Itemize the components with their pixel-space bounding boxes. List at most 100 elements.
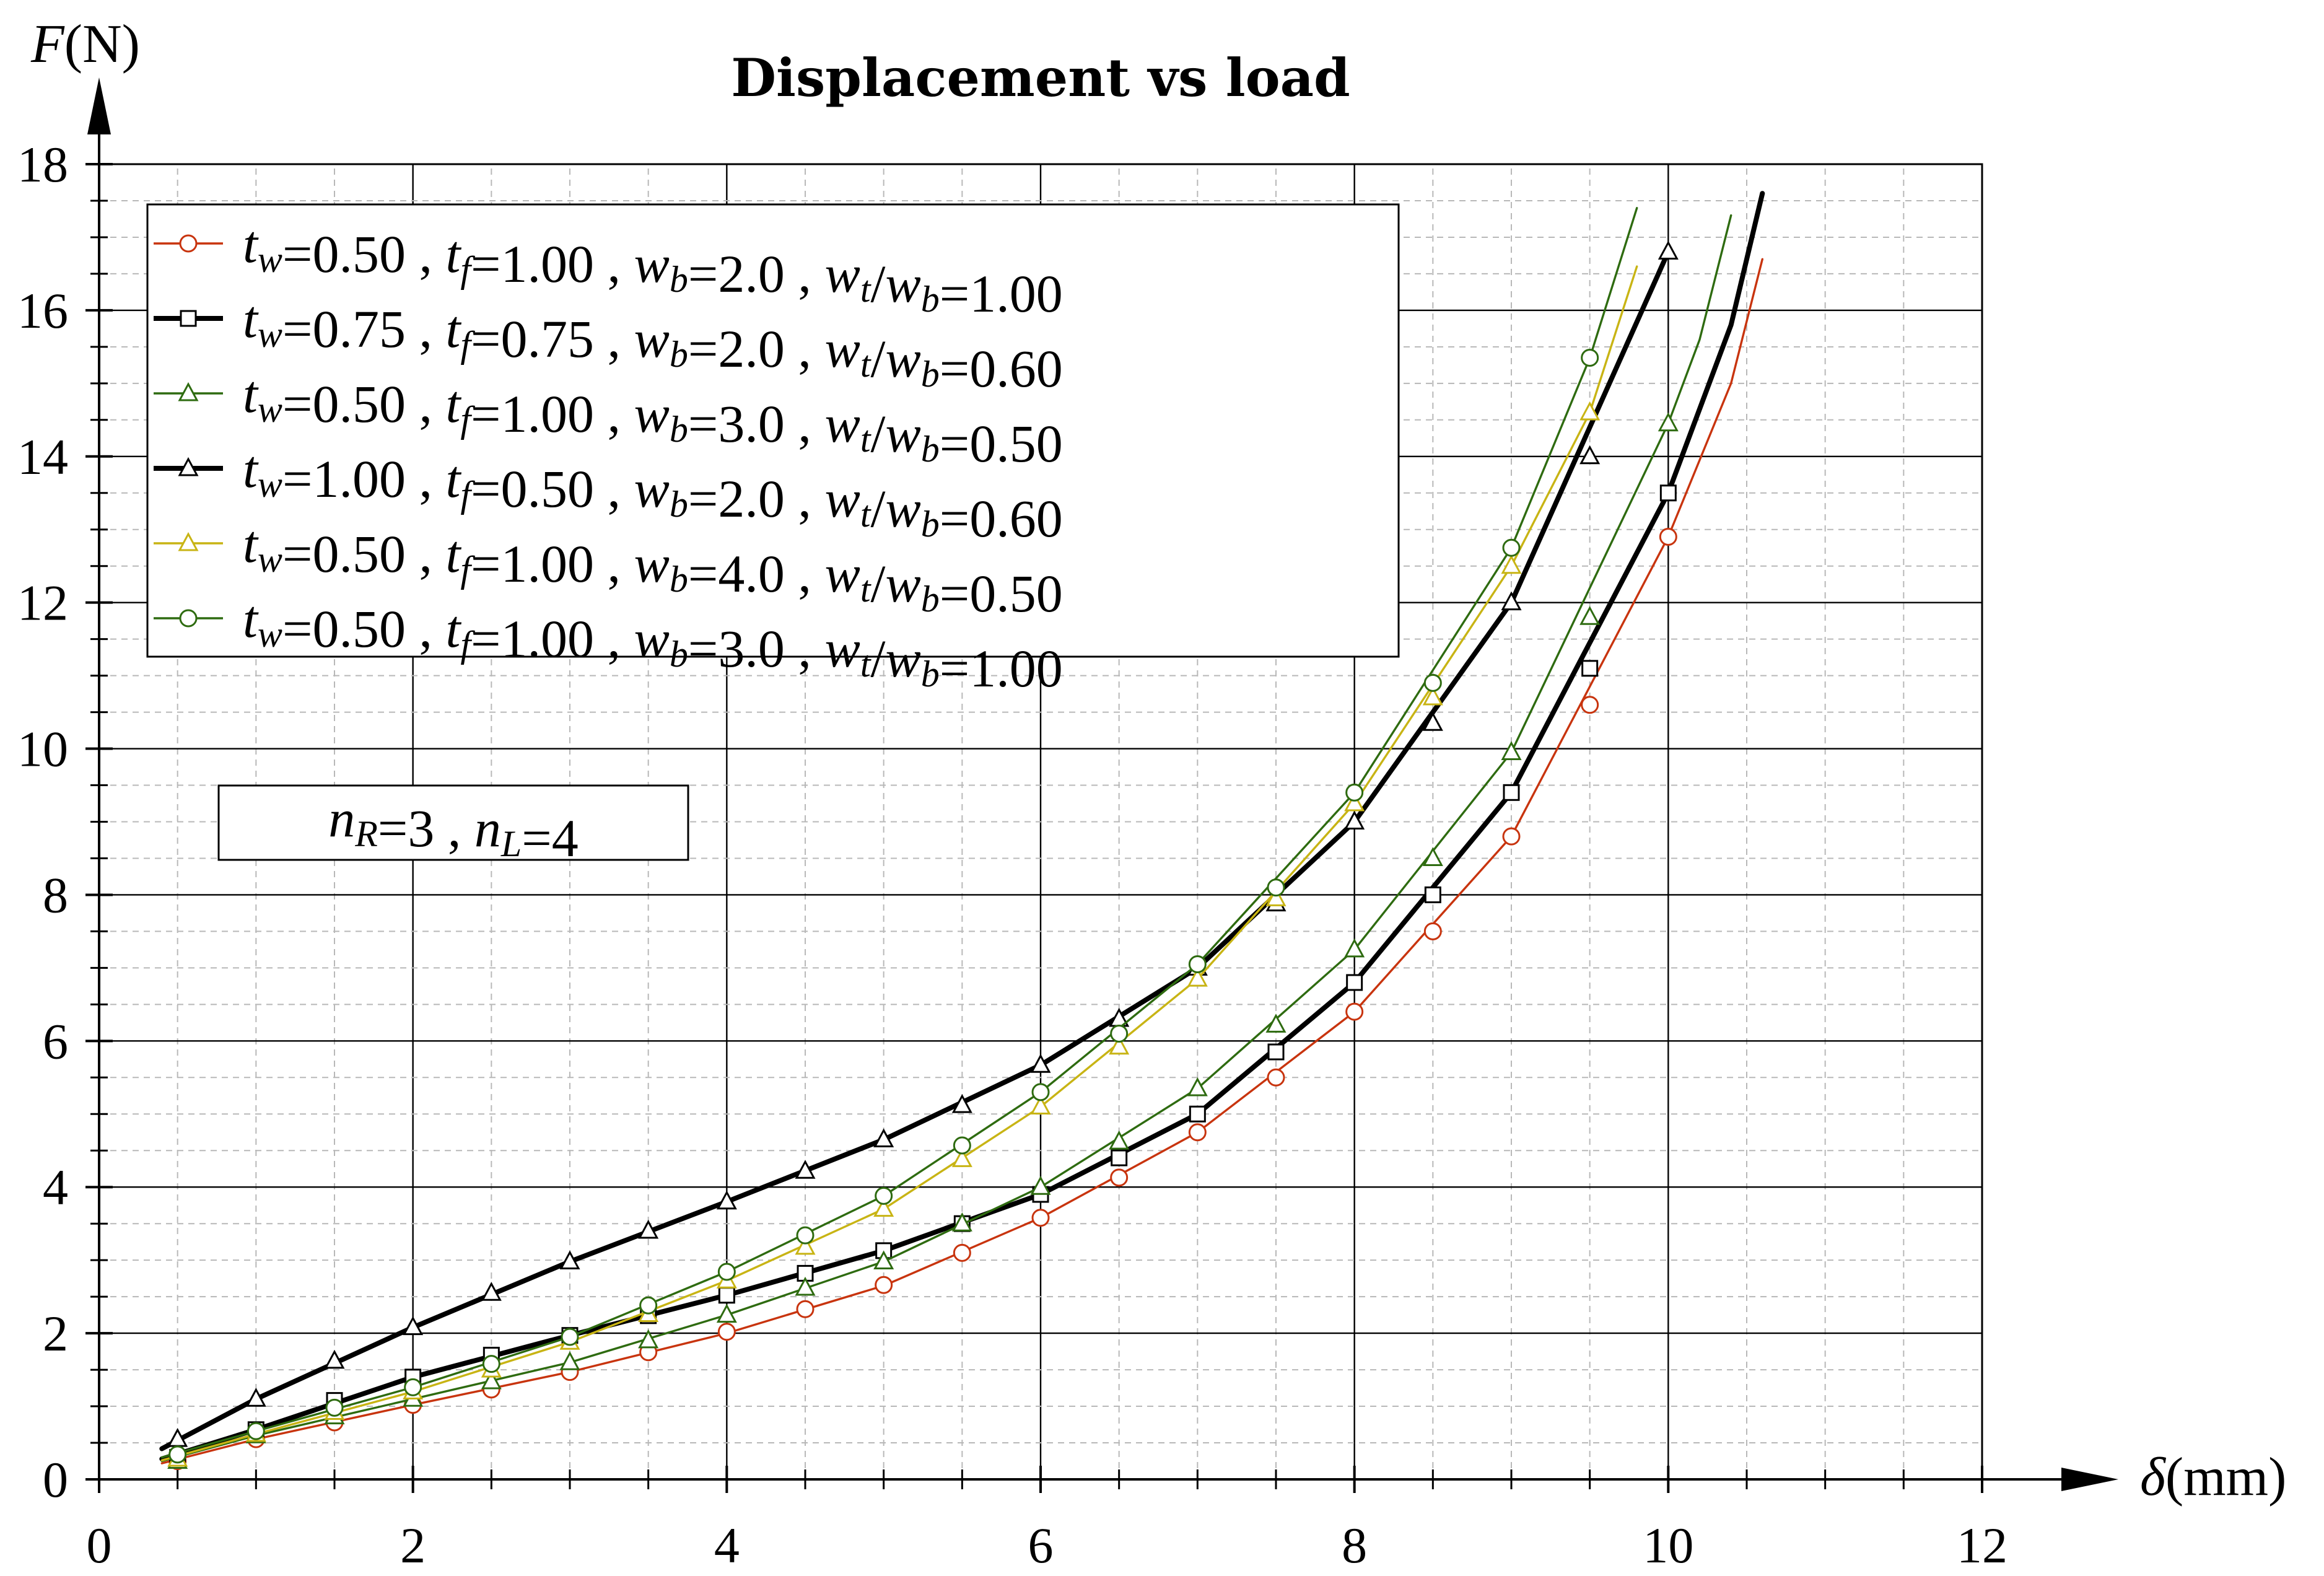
data-point-triangle: [795, 1276, 816, 1296]
data-point-circle: [953, 1243, 971, 1262]
legend-label: tw=0.50 , tf=1.00 , wb=4.0 , wt/wb=0.50: [243, 514, 1063, 623]
legend-entry-3: tw=0.50 , tf=1.00 , wb=3.0 , wt/wb=0.50: [154, 364, 1063, 473]
data-point-square: [718, 1287, 735, 1304]
data-point-triangle: [1422, 686, 1443, 706]
x-tick-label: 4: [714, 1517, 740, 1574]
y-axis-arrow: [87, 77, 111, 134]
y-tick-label: 6: [43, 1013, 68, 1069]
data-point-square: [1189, 1105, 1206, 1123]
axes: [87, 77, 2118, 1491]
data-point-triangle: [716, 1303, 737, 1323]
data-point-triangle: [951, 1148, 972, 1167]
annotation-box: [217, 784, 689, 861]
legend-label: tw=0.50 , tf=1.00 , wb=3.0 , wt/wb=0.50: [243, 364, 1063, 473]
data-point-triangle: [1579, 445, 1601, 465]
data-point-circle: [1581, 696, 1599, 714]
data-point-circle: [1423, 922, 1442, 940]
legend-label: tw=0.50 , tf=1.00 , wb=3.0 , wt/wb=1.00: [243, 589, 1063, 698]
data-point-circle: [875, 1186, 893, 1205]
legend-label: tw=1.00 , tf=0.50 , wb=2.0 , wt/wb=0.60: [243, 439, 1063, 548]
data-point-triangle: [245, 1388, 266, 1407]
data-point-triangle: [1579, 606, 1601, 625]
data-point-square: [1424, 886, 1441, 903]
legend-entry-6: tw=0.50 , tf=1.00 , wb=3.0 , wt/wb=1.00: [154, 589, 1063, 698]
x-tick-label: 6: [1028, 1517, 1054, 1574]
data-point-triangle: [1344, 938, 1365, 958]
data-point-circle: [482, 1355, 500, 1373]
data-point-circle: [561, 1328, 579, 1346]
data-point-triangle: [873, 1197, 894, 1217]
data-point-triangle: [481, 1282, 502, 1301]
data-point-triangle: [716, 1190, 737, 1210]
data-point-circle: [1502, 538, 1521, 557]
data-point-triangle: [1501, 741, 1522, 760]
chart-title: Displacement vs load: [731, 47, 1350, 108]
data-point-triangle: [403, 1316, 424, 1336]
series-6: [160, 207, 1638, 1464]
data-point-circle: [1345, 783, 1364, 802]
data-point-triangle: [1265, 887, 1286, 906]
data-point-circle: [247, 1422, 265, 1440]
data-point-triangle: [1265, 1013, 1286, 1033]
data-point-triangle: [1658, 412, 1679, 432]
data-point-circle: [1267, 1068, 1285, 1087]
series-1: [160, 258, 1764, 1471]
data-point-triangle: [1187, 1077, 1208, 1097]
data-point-circle: [1502, 827, 1521, 846]
legend-box: [146, 203, 1400, 658]
data-point-triangle: [873, 1250, 894, 1270]
data-point-circle: [1188, 1123, 1207, 1142]
data-point-triangle: [1344, 810, 1365, 830]
data-point-triangle: [1501, 591, 1522, 611]
data-point-triangle: [1658, 240, 1679, 260]
y-tick-label: 10: [17, 721, 68, 777]
data-point-triangle: [559, 1250, 580, 1270]
data-point-circle: [179, 234, 198, 253]
data-point-circle: [1267, 878, 1285, 897]
data-point-triangle: [1030, 1095, 1051, 1114]
y-tick-label: 4: [43, 1159, 68, 1215]
data-point-circle: [1110, 1025, 1129, 1043]
y-tick-label: 0: [43, 1451, 68, 1508]
x-tick-label: 2: [400, 1517, 426, 1574]
series-layer: [159, 191, 1765, 1471]
y-axis-title: F(N): [30, 14, 140, 74]
data-point-circle: [1581, 349, 1599, 367]
data-point-triangle: [795, 1235, 816, 1255]
legend-label: tw=0.50 , tf=1.00 , wb=2.0 , wt/wb=1.00: [243, 214, 1063, 323]
data-point-circle: [796, 1226, 815, 1245]
x-axis-title: δ(mm): [2140, 1447, 2286, 1507]
data-point-triangle: [1579, 401, 1601, 421]
data-point-triangle: [1344, 792, 1365, 812]
data-point-circle: [325, 1398, 344, 1417]
y-tick-label: 12: [17, 575, 68, 631]
legend-entry-2: tw=0.75 , tf=0.75 , wb=2.0 , wt/wb=0.60: [154, 289, 1063, 398]
x-tick-label: 0: [87, 1517, 112, 1574]
legend-entry-1: tw=0.50 , tf=1.00 , wb=2.0 , wt/wb=1.00: [154, 214, 1063, 323]
data-point-circle: [717, 1323, 736, 1341]
data-point-circle: [168, 1445, 187, 1464]
data-point-triangle: [178, 532, 199, 551]
data-point-triangle: [638, 1329, 659, 1349]
data-point-circle: [1345, 1002, 1364, 1021]
legend-entry-4: tw=1.00 , tf=0.50 , wb=2.0 , wt/wb=0.60: [154, 439, 1063, 548]
data-point-triangle: [559, 1351, 580, 1370]
data-point-square: [1346, 974, 1363, 991]
legend-label: tw=0.75 , tf=0.75 , wb=2.0 , wt/wb=0.60: [243, 289, 1063, 398]
data-point-circle: [717, 1263, 736, 1281]
data-point-square: [180, 310, 197, 327]
data-point-square: [1659, 484, 1677, 502]
x-axis-arrow: [2061, 1468, 2118, 1491]
tick-labels: 0 2 4 6 8 10 12 0 2 4 6 8 10 12 14 16 18: [17, 136, 2007, 1574]
y-tick-label: 2: [43, 1305, 68, 1362]
y-tick-label: 8: [43, 867, 68, 923]
data-point-circle: [404, 1378, 422, 1396]
data-point-triangle: [1109, 1035, 1130, 1055]
series-4: [159, 240, 1679, 1451]
data-point-circle: [1110, 1168, 1129, 1187]
data-point-triangle: [795, 1160, 816, 1179]
data-point-triangle: [178, 457, 199, 476]
data-point-circle: [953, 1136, 971, 1155]
data-point-triangle: [873, 1128, 894, 1148]
